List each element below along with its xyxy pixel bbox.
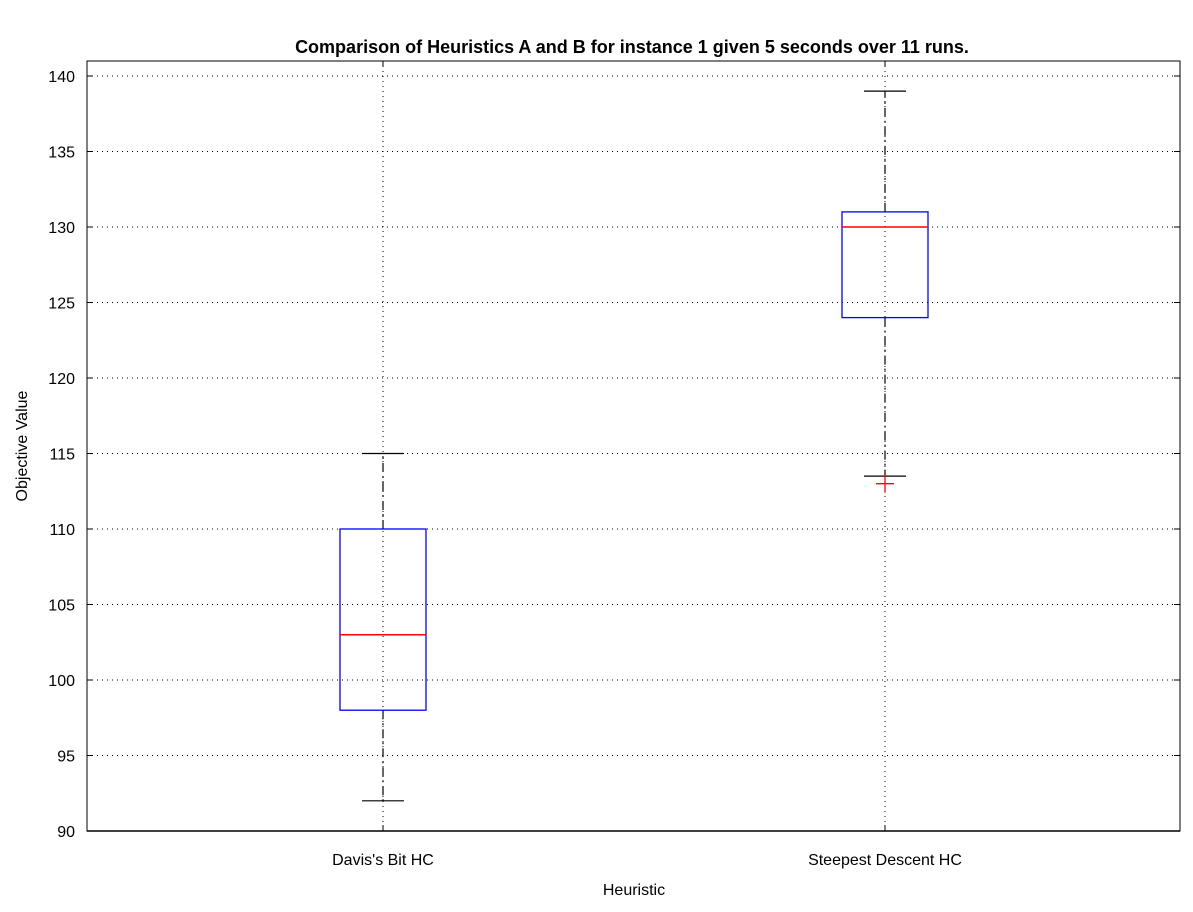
y-tick-label: 130: [48, 220, 75, 237]
chart-title: Comparison of Heuristics A and B for ins…: [295, 37, 969, 57]
y-tick-label: 125: [48, 296, 75, 313]
y-axis-label: Objective Value: [14, 390, 31, 501]
y-tick-label: 110: [49, 522, 75, 539]
y-tick-label: 120: [48, 371, 75, 388]
iqr-box: [841, 211, 929, 319]
x-tick-label: Steepest Descent HC: [808, 852, 962, 869]
x-tick-label: Davis's Bit HC: [332, 852, 434, 869]
plot-frame: [86, 60, 1181, 832]
box-group: [841, 90, 929, 493]
iqr-box: [339, 528, 427, 711]
y-tick-label: 115: [49, 447, 75, 464]
y-tick-label: 105: [48, 598, 75, 615]
grid-lines: [87, 61, 1180, 831]
x-axis-label: Heuristic: [603, 882, 665, 899]
y-tick-label: 95: [57, 749, 75, 766]
y-tick-label: 100: [48, 673, 75, 690]
y-tick-label: 140: [48, 69, 75, 86]
y-tick-labels: 90 95 100 105 110 115 120 125 130 135 140: [48, 69, 1180, 841]
y-tick-label: 90: [57, 824, 75, 841]
box-plots: [339, 90, 929, 802]
y-tick-label: 135: [48, 145, 75, 162]
box-group: [339, 452, 427, 802]
x-tick-labels: Davis's Bit HC Steepest Descent HC: [332, 61, 962, 869]
